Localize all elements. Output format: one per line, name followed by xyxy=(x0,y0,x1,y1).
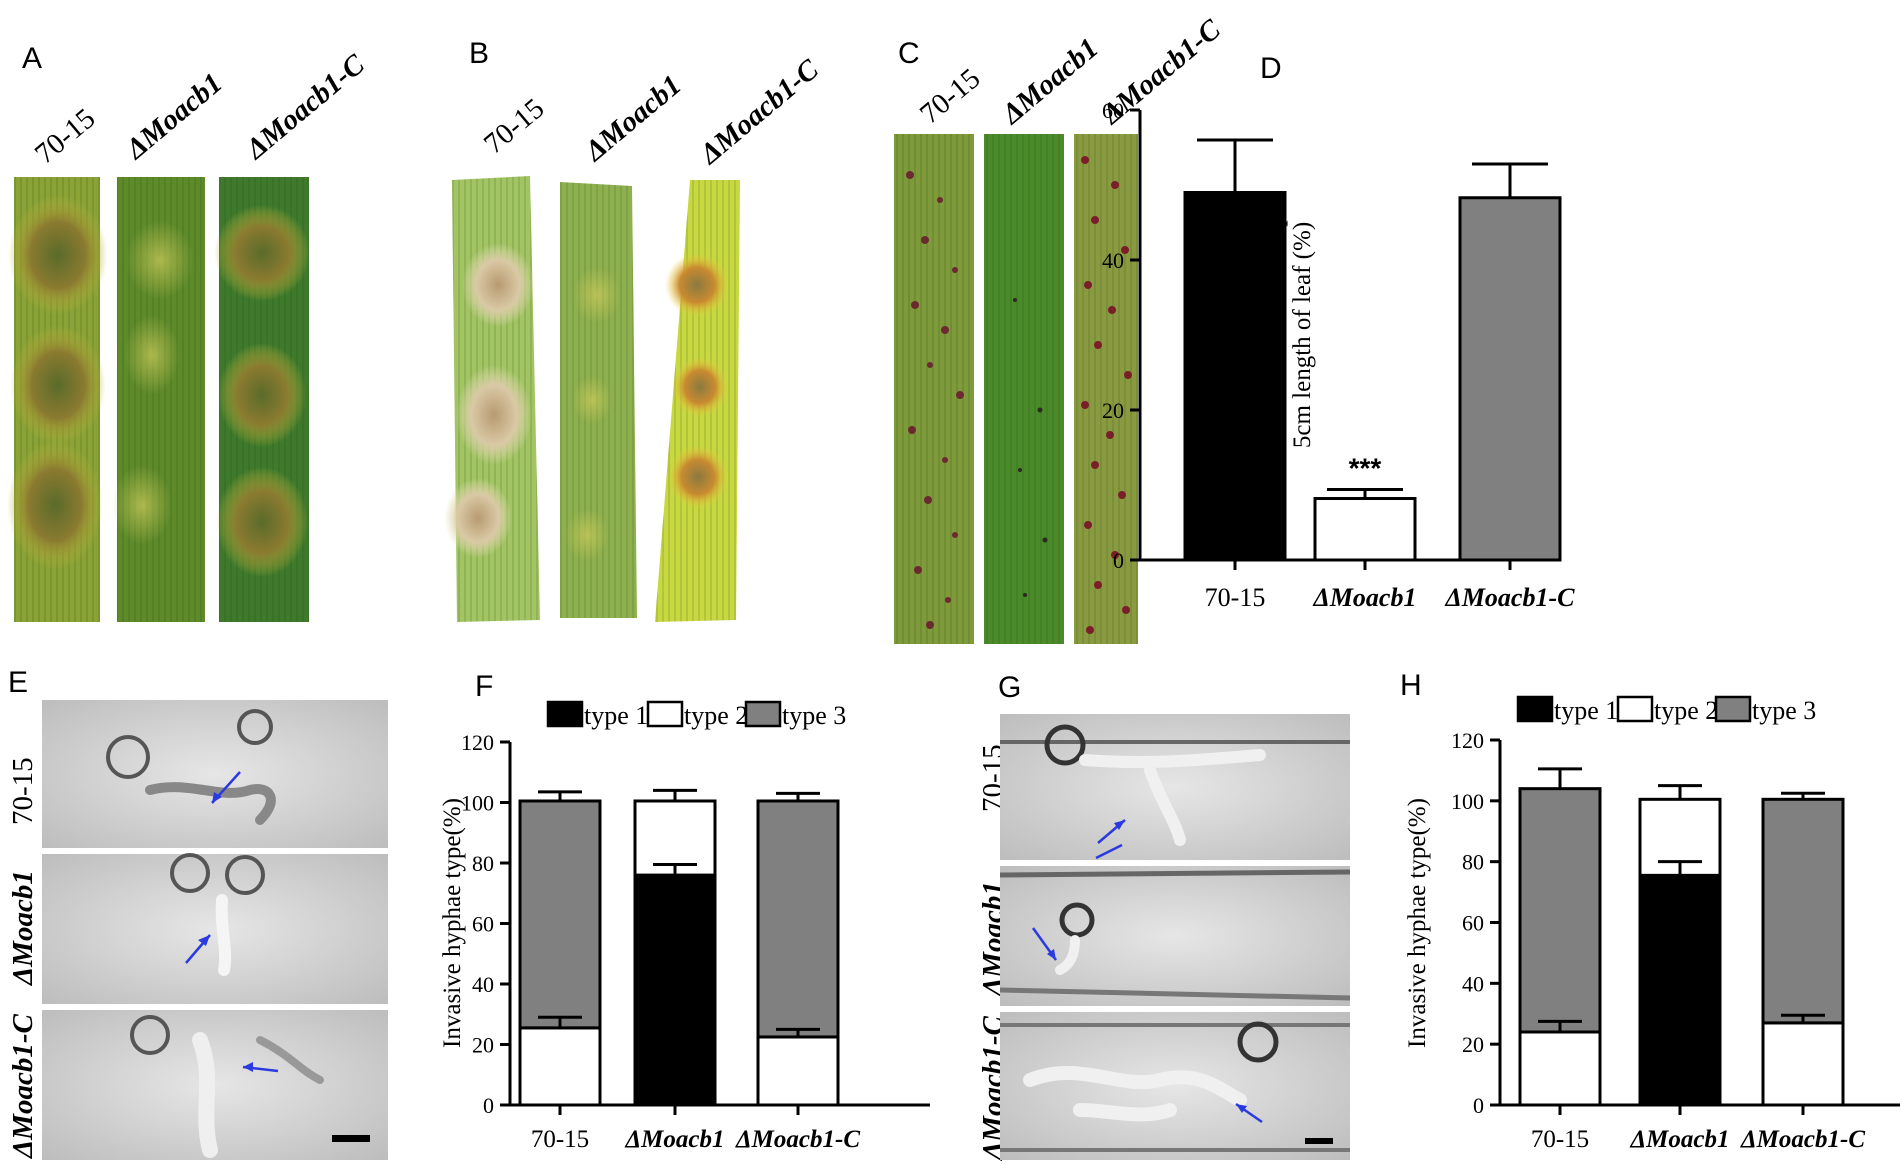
x-tick-label-70-15: 70-15 xyxy=(531,1126,589,1153)
y-tick-label: 0 xyxy=(483,1093,494,1118)
panel-e-label: E xyxy=(8,666,28,699)
panel-a-leaf-moacb1-c xyxy=(214,177,310,622)
panel-c-leaf-moacb1 xyxy=(984,134,1064,644)
bar--moacb1-c-type-2 xyxy=(1761,1021,1845,1107)
bar-70-15-type-3 xyxy=(1518,787,1602,1034)
legend-swatch-type-3 xyxy=(744,700,782,728)
panel-c-strain-1: 70-15 xyxy=(914,62,986,130)
bar--moacb1-type-2 xyxy=(633,799,717,877)
panel-g-label: G xyxy=(998,671,1021,704)
legend-label-type-1: type 1 xyxy=(584,701,648,730)
bar-70-15-type-3 xyxy=(518,799,602,1030)
panel-e-strain-1: 70-15 xyxy=(7,757,39,825)
x-tick-label--moacb1: ΔMoacb1 xyxy=(1630,1126,1730,1153)
y-tick-label: 120 xyxy=(461,730,494,755)
y-tick-label: 80 xyxy=(472,851,494,876)
bar--moacb1-c xyxy=(1458,196,1562,562)
significance-marker: *** xyxy=(1349,453,1382,484)
panel-c-leaf-moacb1-c xyxy=(1074,134,1138,644)
y-tick-label: 40 xyxy=(472,972,494,997)
panel-e-micrograph-moacb1-c xyxy=(42,1010,388,1160)
chart-f: F 0 20 40 60 80 100 120 70-15 ΔMoacb1 ΔMoacb1-C typ… xyxy=(439,670,930,1153)
panel-b-leaf-70-15 xyxy=(444,176,540,622)
panel-g-micrograph-70-15 xyxy=(1000,714,1350,860)
panel-b-strain-2: ΔMoacb1 xyxy=(578,69,687,168)
chart-h-panel-label: H xyxy=(1400,669,1422,702)
bar--moacb1 xyxy=(1313,497,1417,562)
y-tick-label: 60 xyxy=(1462,911,1484,936)
y-axis-label: Invasive hyphae type(%) xyxy=(1404,798,1431,1048)
legend-swatch-type-2 xyxy=(646,700,684,728)
legend-label-type-3: type 3 xyxy=(782,701,846,730)
panel-a-strain-1: 70-15 xyxy=(29,102,101,170)
panel-b-strain-3: ΔMoacb1-C xyxy=(693,53,825,171)
bar--moacb1-type-1 xyxy=(633,873,717,1107)
bar--moacb1-c-type-3 xyxy=(1761,797,1845,1025)
panel-c-label: C xyxy=(898,37,920,70)
bar-70-15-type-2 xyxy=(518,1026,602,1107)
y-tick-label: 60 xyxy=(472,912,494,937)
x-tick-label-70-15: 70-15 xyxy=(1205,583,1266,612)
x-tick-label--moacb1: ΔMoacb1 xyxy=(625,1126,725,1153)
panel-b-leaf-moacb1 xyxy=(560,182,637,618)
panel-b-label: B xyxy=(469,37,489,70)
y-axis-label-line-1: Mean number of lesions per xyxy=(1261,194,1288,475)
chart-h: H 0 20 40 60 80 100 120 70-15 ΔMoacb1 ΔMoacb1-C typ… xyxy=(1400,669,1900,1153)
y-tick-label: 40 xyxy=(1462,971,1484,996)
y-axis-label: Invasive hyphae type(%) xyxy=(439,798,466,1048)
legend-swatch-type-3 xyxy=(1714,695,1752,723)
legend-label-type-1: type 1 xyxy=(1554,696,1618,725)
y-tick-label: 0 xyxy=(1113,548,1124,573)
y-tick-label: 80 xyxy=(1462,850,1484,875)
y-tick-label: 100 xyxy=(461,791,494,816)
bar--moacb1-c-type-3 xyxy=(756,799,840,1039)
panel-b-strain-1: 70-15 xyxy=(478,92,550,160)
panel-a-strain-3: ΔMoacb1-C xyxy=(239,48,371,166)
x-tick-label--moacb1-c: ΔMoacb1-C xyxy=(1445,583,1576,612)
x-tick-label-70-15: 70-15 xyxy=(1531,1126,1589,1153)
y-tick-label: 20 xyxy=(472,1033,494,1058)
chart-d: D 0 20 40 60 70-15 ΔMoacb1 ΔMoacb1-C *** Mean num… xyxy=(1102,52,1575,612)
y-tick-label: 120 xyxy=(1451,728,1484,753)
bar-70-15 xyxy=(1183,191,1287,562)
x-tick-label--moacb1: ΔMoacb1 xyxy=(1313,583,1417,612)
panel-g-micrograph-moacb1 xyxy=(999,866,1351,1006)
panel-e-micrograph-70-15 xyxy=(42,700,388,848)
x-tick-label--moacb1-c: ΔMoacb1-C xyxy=(1740,1126,1865,1153)
panel-a-label: A xyxy=(22,42,42,75)
panel-c-leaf-70-15 xyxy=(894,134,974,644)
y-tick-label: 100 xyxy=(1451,789,1484,814)
legend-label-type-2: type 2 xyxy=(1654,696,1718,725)
panel-e-micrograph-moacb1 xyxy=(42,853,388,1004)
panel-a-leaf-70-15 xyxy=(7,177,108,622)
panel-a-leaf-moacb1 xyxy=(112,177,205,622)
panel-a-strain-2: ΔMoacb1 xyxy=(119,67,228,166)
bar--moacb1-c-type-2 xyxy=(756,1035,840,1107)
x-tick-label--moacb1-c: ΔMoacb1-C xyxy=(735,1126,860,1153)
panel-e-strain-2: ΔMoacb1 xyxy=(7,870,39,986)
y-tick-label: 60 xyxy=(1102,98,1124,123)
chart-d-panel-label: D xyxy=(1260,52,1282,85)
y-axis-label-line-2: 5cm length of leaf (%) xyxy=(1289,222,1316,448)
y-tick-label: 0 xyxy=(1473,1093,1484,1118)
panel-g-micrograph-moacb1-c xyxy=(1000,1012,1350,1160)
legend-label-type-2: type 2 xyxy=(684,701,748,730)
y-tick-label: 40 xyxy=(1102,248,1124,273)
y-tick-label: 20 xyxy=(1102,398,1124,423)
legend-swatch-type-2 xyxy=(1616,695,1654,723)
y-tick-label: 20 xyxy=(1462,1032,1484,1057)
panel-b-leaf-moacb1-c xyxy=(655,180,740,622)
legend-swatch-type-1 xyxy=(1516,695,1554,723)
panel-e-strain-3: ΔMoacb1-C xyxy=(7,1014,39,1159)
bar--moacb1-type-1 xyxy=(1638,873,1722,1107)
legend-swatch-type-1 xyxy=(546,700,584,728)
legend-label-type-3: type 3 xyxy=(1752,696,1816,725)
chart-f-panel-label: F xyxy=(475,670,493,703)
bar-70-15-type-2 xyxy=(1518,1030,1602,1107)
panel-c-strain-2: ΔMoacb1 xyxy=(995,32,1104,131)
